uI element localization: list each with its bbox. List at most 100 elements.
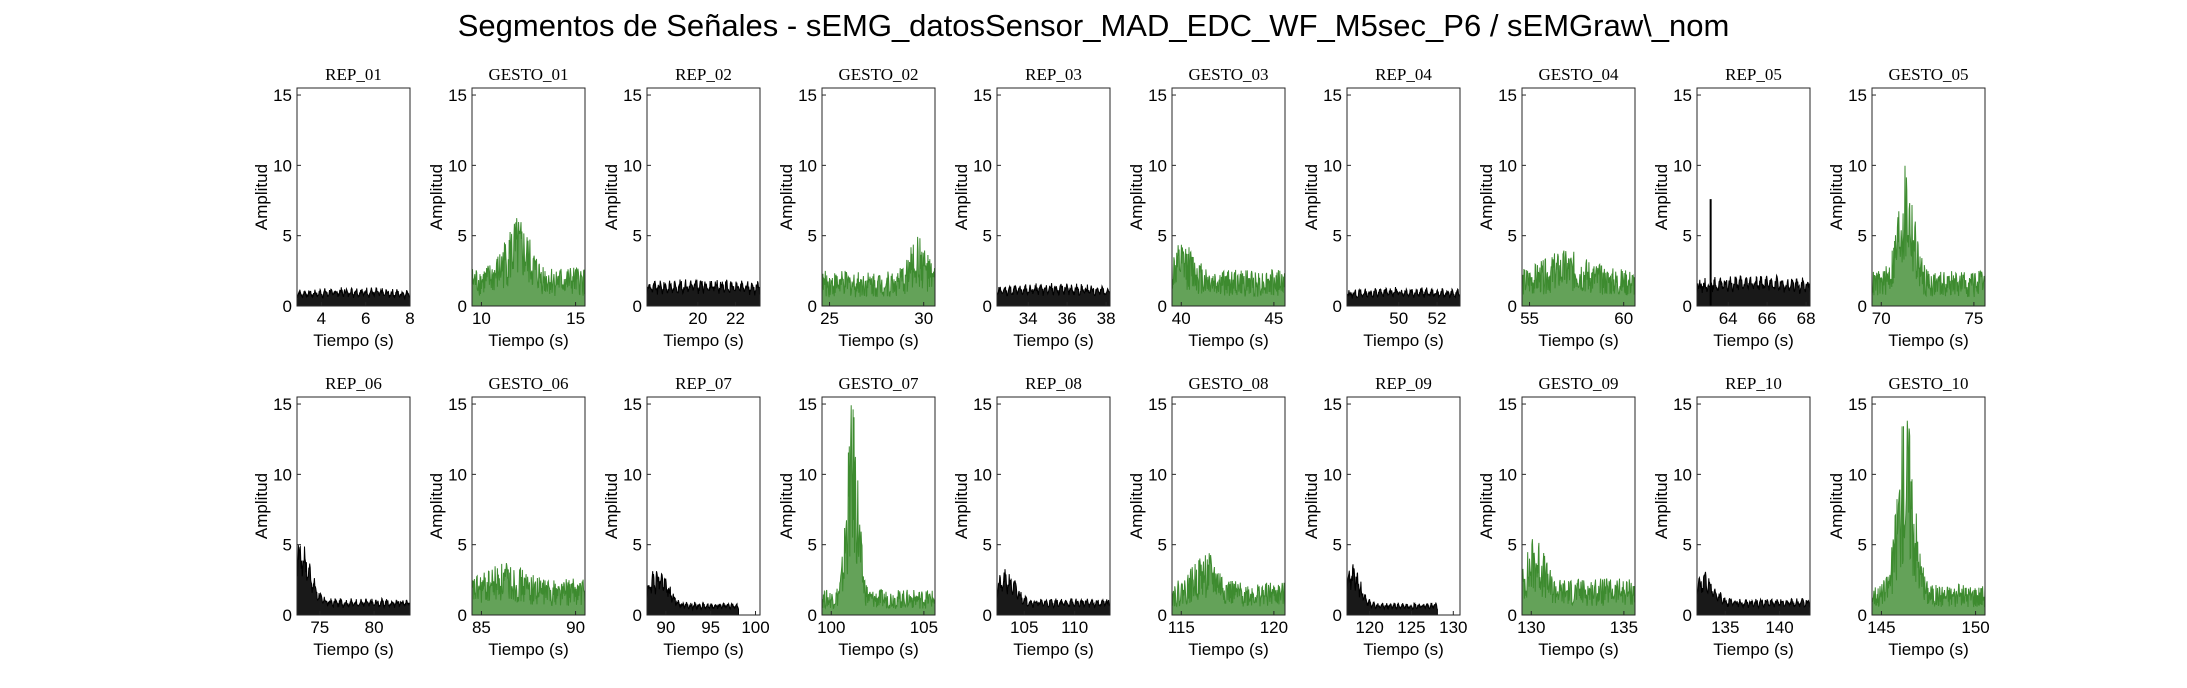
x-tick-label: 115	[1168, 618, 1195, 637]
x-tick-label: 125	[1397, 618, 1425, 637]
x-tick-label: 150	[1961, 618, 1989, 637]
y-tick-label: 0	[1508, 297, 1517, 316]
y-tick-label: 10	[1848, 465, 1867, 484]
signal-trace	[1346, 564, 1438, 616]
y-tick-label: 15	[1148, 86, 1167, 105]
axes-box	[296, 87, 411, 307]
x-tick-label: 130	[1439, 618, 1467, 637]
axes-box	[1521, 87, 1636, 307]
x-axis-label: Tiempo (s)	[663, 331, 744, 350]
y-tick-label: 5	[458, 227, 467, 246]
subplot-rep-01: 0 5 10 15 4 6 8 REP_01 Tiempo (s) Amplitud	[252, 65, 415, 350]
axes-box	[996, 396, 1111, 616]
y-tick-label: 10	[273, 465, 292, 484]
subplot-gesto-05: 0 5 10 15 70 75 GESTO_05 Tiempo (s) Amplitud	[1827, 65, 1986, 350]
x-tick-label: 45	[1264, 309, 1283, 328]
y-tick-label: 15	[448, 395, 467, 414]
y-tick-label: 15	[448, 86, 467, 105]
y-tick-label: 15	[273, 395, 292, 414]
y-axis-label: Amplitud	[602, 473, 621, 539]
y-tick-label: 5	[1333, 227, 1342, 246]
y-axis-label: Amplitud	[602, 164, 621, 230]
signal-trace	[996, 283, 1111, 307]
signal-trace	[1346, 286, 1461, 307]
signal-trace	[1696, 571, 1811, 616]
y-tick-label: 5	[283, 227, 292, 246]
x-tick-label: 64	[1719, 309, 1738, 328]
y-tick-label: 0	[983, 297, 992, 316]
y-tick-label: 10	[1148, 156, 1167, 175]
panel-title: GESTO_02	[839, 65, 919, 84]
panel-title: REP_07	[675, 374, 732, 393]
x-tick-label: 40	[1172, 309, 1191, 328]
y-tick-label: 5	[1683, 536, 1692, 555]
figure-title: Segmentos de Señales - sEMG_datosSensor_…	[457, 8, 1730, 43]
y-tick-label: 10	[973, 156, 992, 175]
y-tick-label: 10	[1848, 156, 1867, 175]
y-tick-label: 0	[458, 297, 467, 316]
x-axis-label: Tiempo (s)	[1538, 331, 1619, 350]
y-tick-label: 15	[1673, 395, 1692, 414]
y-axis-label: Amplitud	[1827, 164, 1846, 230]
panel-title: GESTO_04	[1539, 65, 1619, 84]
panel-title: GESTO_10	[1889, 374, 1969, 393]
y-tick-label: 5	[633, 227, 642, 246]
y-tick-label: 0	[1508, 606, 1517, 625]
y-tick-label: 10	[798, 156, 817, 175]
subplot-rep-09: 0 5 10 15 120 125 130 REP_09 Tiempo (s) Amplitud	[1302, 374, 1467, 659]
subplot-rep-04: 0 5 10 15 50 52 REP_04 Tiempo (s) Amplitud	[1302, 65, 1461, 350]
panel-title: GESTO_01	[489, 65, 569, 84]
y-tick-label: 15	[1848, 86, 1867, 105]
y-tick-label: 0	[1158, 297, 1167, 316]
x-axis-label: Tiempo (s)	[1363, 331, 1444, 350]
x-axis-label: Tiempo (s)	[1713, 640, 1794, 659]
x-tick-label: 55	[1520, 309, 1539, 328]
x-axis-label: Tiempo (s)	[838, 331, 919, 350]
y-axis-label: Amplitud	[1302, 164, 1321, 230]
y-tick-label: 15	[798, 395, 817, 414]
y-tick-label: 0	[458, 606, 467, 625]
subplot-gesto-09: 0 5 10 15 130 135 GESTO_09 Tiempo (s) Amplitud	[1477, 374, 1638, 659]
y-tick-label: 15	[1323, 86, 1342, 105]
x-tick-label: 66	[1758, 309, 1777, 328]
panel-title: REP_02	[675, 65, 732, 84]
y-tick-label: 0	[808, 297, 817, 316]
signal-trace	[646, 278, 761, 307]
signal-trace	[646, 571, 739, 616]
y-axis-label: Amplitud	[1477, 473, 1496, 539]
y-tick-label: 15	[1498, 86, 1517, 105]
axes-box	[296, 396, 411, 616]
x-tick-label: 120	[1260, 618, 1288, 637]
y-tick-label: 0	[633, 606, 642, 625]
y-tick-label: 5	[633, 536, 642, 555]
y-tick-label: 5	[1508, 227, 1517, 246]
y-axis-label: Amplitud	[777, 473, 796, 539]
y-tick-label: 10	[623, 465, 642, 484]
subplot-rep-03: 0 5 10 15 34 36 38 REP_03 Tiempo (s) Amplitud	[952, 65, 1116, 350]
x-axis-label: Tiempo (s)	[313, 640, 394, 659]
signal-trace	[296, 286, 411, 307]
axes-box	[1171, 87, 1286, 307]
subplot-rep-07: 0 5 10 15 90 95 100 REP_07 Tiempo (s) Amplitud	[602, 374, 770, 659]
y-tick-label: 5	[1858, 536, 1867, 555]
subplot-gesto-06: 0 5 10 15 85 90 GESTO_06 Tiempo (s) Amplitud	[427, 374, 586, 659]
axes-box	[471, 87, 586, 307]
y-axis-label: Amplitud	[1652, 164, 1671, 230]
panel-title: REP_09	[1375, 374, 1432, 393]
axes-box	[1346, 396, 1461, 616]
y-tick-label: 15	[1848, 395, 1867, 414]
subplot-rep-08: 0 5 10 15 105 110 REP_08 Tiempo (s) Amplitud	[952, 374, 1111, 659]
x-tick-label: 15	[566, 309, 585, 328]
y-tick-label: 15	[623, 86, 642, 105]
y-tick-label: 0	[1858, 297, 1867, 316]
x-tick-label: 10	[472, 309, 491, 328]
x-tick-label: 90	[566, 618, 585, 637]
axes-box	[1871, 87, 1986, 307]
signal-trace	[1871, 165, 1986, 307]
y-tick-label: 0	[1683, 606, 1692, 625]
y-tick-label: 15	[1673, 86, 1692, 105]
y-tick-label: 0	[1333, 606, 1342, 625]
axes-box	[646, 87, 761, 307]
signal-trace	[1871, 420, 1986, 616]
axes-box	[1346, 87, 1461, 307]
